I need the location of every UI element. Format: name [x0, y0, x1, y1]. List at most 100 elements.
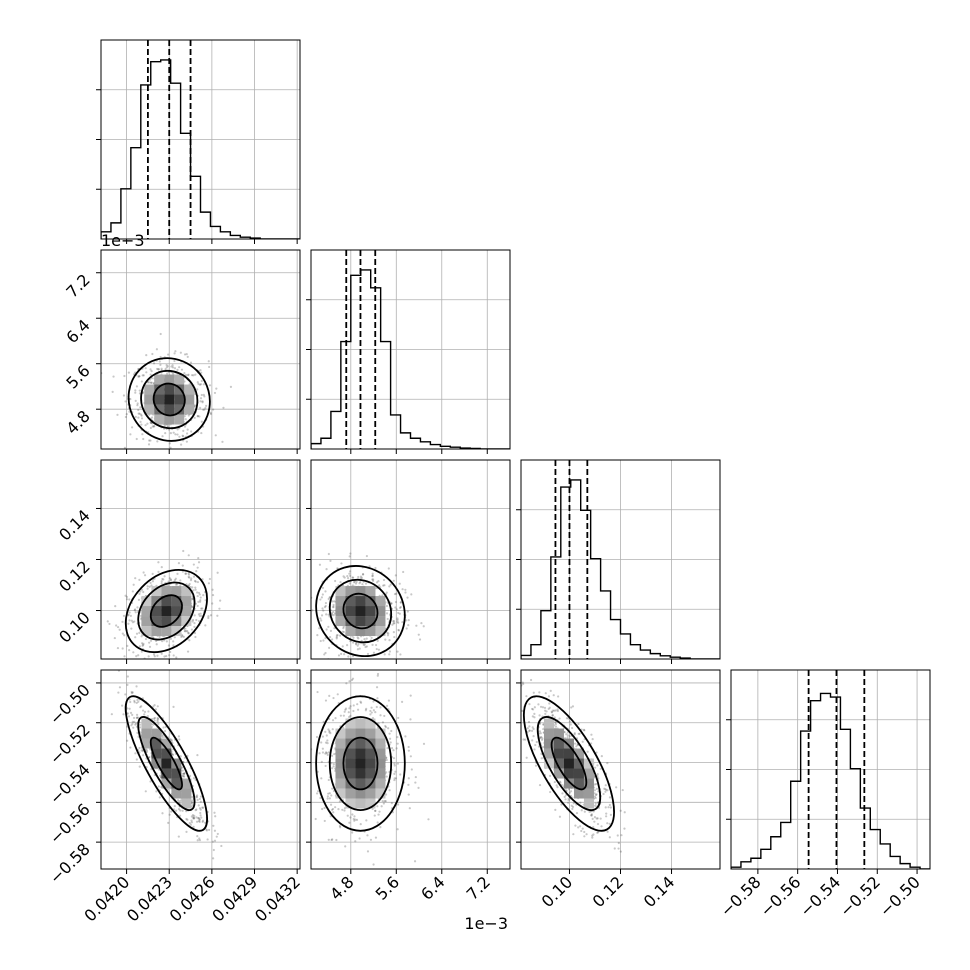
scatter-point — [567, 797, 570, 800]
density-cell — [345, 788, 356, 799]
density-cell — [573, 778, 584, 789]
density-cell — [174, 414, 185, 425]
scatter-point — [359, 575, 363, 578]
scatter-point — [330, 767, 334, 770]
scatter-point — [212, 408, 215, 411]
density-cell — [335, 596, 346, 607]
scatter-point — [187, 575, 190, 578]
scatter-point — [207, 582, 210, 585]
scatter-point — [147, 655, 150, 658]
scatter-point — [563, 795, 566, 798]
scatter-point — [408, 807, 411, 810]
x-tick-label: −0.56 — [756, 872, 804, 920]
scatter-point — [393, 622, 396, 625]
scatter-point — [378, 584, 381, 587]
scatter-point — [106, 620, 109, 623]
scatter-point — [352, 636, 355, 639]
scatter-point — [128, 649, 131, 652]
density-cell — [141, 606, 152, 617]
scatter-point — [160, 652, 163, 655]
scatter-point — [151, 636, 155, 639]
scatter-point — [404, 591, 407, 594]
scatter-point — [531, 726, 534, 729]
scatter-point — [116, 646, 120, 650]
scatter-point — [407, 793, 410, 796]
density-cell — [171, 596, 182, 607]
density-cell — [181, 606, 192, 617]
scatter-point — [167, 580, 170, 583]
scatter-point — [204, 624, 207, 627]
scatter-point — [327, 597, 330, 601]
scatter-point — [395, 592, 398, 595]
scatter-point — [173, 352, 176, 355]
x-tick-label: −0.52 — [836, 872, 884, 920]
scatter-point — [155, 790, 158, 793]
scatter-point — [110, 660, 112, 662]
scatter-point — [157, 368, 161, 371]
scatter-point — [174, 583, 178, 586]
density-cell — [365, 748, 376, 759]
scatter-point — [369, 713, 372, 716]
scatter-point — [139, 406, 142, 409]
density-cell — [355, 758, 366, 769]
scatter-point — [590, 814, 593, 817]
scatter-point — [550, 711, 554, 714]
scatter-point — [418, 638, 422, 641]
scatter-point — [191, 795, 194, 799]
scatter-point — [330, 613, 334, 616]
scatter-point — [151, 580, 155, 583]
density-cell — [141, 616, 152, 627]
scatter-point — [583, 810, 586, 813]
density-cell — [553, 748, 564, 759]
density-cell — [335, 778, 346, 789]
scatter-point — [197, 816, 200, 820]
panel-0-0 — [96, 39, 301, 244]
scatter-point — [182, 435, 185, 438]
density-cell — [181, 616, 192, 627]
scatter-point — [156, 705, 159, 708]
scatter-point — [138, 375, 141, 378]
scatter-point — [322, 720, 325, 723]
scatter-point — [196, 414, 200, 418]
scatter-point — [188, 576, 191, 579]
scatter-point — [127, 613, 130, 616]
contour-line — [140, 369, 199, 430]
scatter-point — [348, 555, 351, 558]
density-cell — [345, 728, 356, 739]
scatter-point — [173, 359, 176, 363]
scatter-point — [201, 806, 204, 809]
scatter-point — [332, 765, 335, 768]
scatter-point — [324, 601, 328, 605]
scatter-point — [377, 813, 380, 816]
scatter-point — [139, 413, 143, 416]
scatter-point — [196, 798, 199, 802]
scatter-point — [326, 739, 329, 742]
scatter-point — [352, 709, 355, 713]
scatter-point — [141, 433, 144, 436]
scatter-point — [132, 583, 135, 586]
scatter-point — [539, 705, 543, 708]
scatter-point — [608, 796, 612, 799]
scatter-point — [396, 650, 399, 653]
scatter-point — [126, 707, 129, 710]
scatter-point — [581, 827, 584, 830]
scatter-point — [148, 756, 151, 759]
scatter-point — [160, 582, 163, 585]
scatter-point — [321, 751, 325, 754]
scatter-point — [116, 413, 119, 416]
scatter-point — [138, 375, 141, 378]
scatter-point — [158, 360, 161, 363]
scatter-point — [354, 818, 357, 821]
scatter-point — [355, 818, 359, 822]
scatter-point — [211, 602, 214, 605]
scatter-point — [189, 823, 192, 826]
scatter-point — [336, 567, 339, 570]
density-cell — [335, 728, 346, 739]
density-cell — [375, 616, 386, 627]
scatter-point — [142, 571, 145, 574]
scatter-point — [359, 823, 362, 826]
scatter-point — [177, 562, 181, 565]
scatter-point — [173, 367, 177, 370]
scatter-point — [382, 578, 386, 582]
